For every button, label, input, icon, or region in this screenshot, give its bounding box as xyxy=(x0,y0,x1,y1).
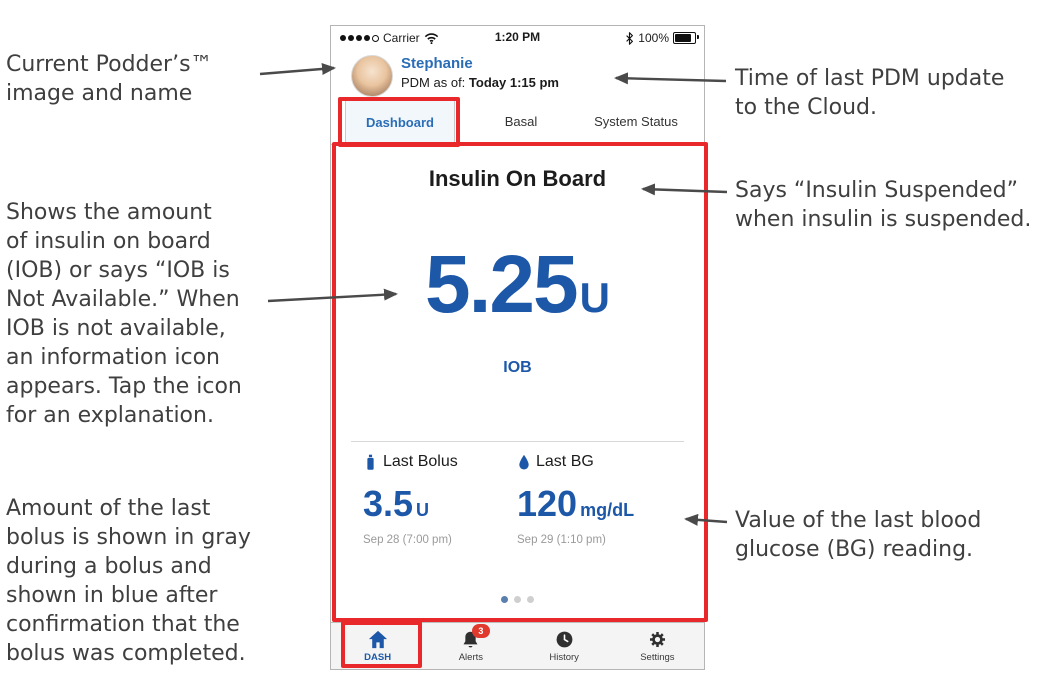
nav-dash[interactable]: DASH xyxy=(331,623,424,669)
last-bolus-label: Last Bolus xyxy=(383,453,458,470)
annotation-pdm-update: Time of last PDM update to the Cloud. xyxy=(735,66,1005,120)
annotation-last-bolus: Amount of the last bolus is shown in gra… xyxy=(6,496,251,666)
nav-history-label: History xyxy=(549,652,579,663)
gear-icon xyxy=(646,629,668,650)
nav-alerts[interactable]: 3 Alerts xyxy=(424,623,517,669)
iob-title: Insulin On Board xyxy=(428,166,607,191)
annotation-podder-image: Current Podder’s™ image and name xyxy=(6,52,213,106)
podder-name: Stephanie xyxy=(401,55,473,72)
podder-avatar xyxy=(351,55,393,97)
last-bolus-timestamp: Sep 28 (7:00 pm) xyxy=(363,534,452,546)
tab-basal[interactable]: Basal xyxy=(504,114,538,129)
pdm-app-screenshot: Carrier 1:20 PM 100% Stephanie xyxy=(330,25,708,670)
pdm-as-of-value: Today 1:15 pm xyxy=(468,75,559,90)
annotation-iob: Shows the amount of insulin on board (IO… xyxy=(6,200,242,428)
pdm-as-of-label: PDM as of: xyxy=(401,75,466,90)
alerts-badge: 3 xyxy=(471,624,490,638)
last-bolus-value: 3.5 U xyxy=(363,486,513,522)
highlight-dash-nav xyxy=(341,621,422,668)
nav-settings[interactable]: Settings xyxy=(611,623,704,669)
last-bg-number: 120 xyxy=(517,483,578,524)
page-indicator-dots xyxy=(331,596,704,603)
highlight-dashboard-content xyxy=(332,142,708,622)
tab-dashboard[interactable]: Dashboard xyxy=(345,100,455,145)
last-bg-metric: Last BG 120 mg/dL Sep 29 (1:10 pm) xyxy=(517,452,682,546)
pdm-header: Stephanie PDM as of: Today 1:15 pm xyxy=(331,50,704,100)
bell-icon: 3 xyxy=(460,624,490,650)
iob-value-number: 5.25 xyxy=(425,239,579,330)
annotation-insulin-suspended: Says “Insulin Suspended” when insulin is… xyxy=(735,178,1032,232)
battery-percent: 100% xyxy=(638,31,669,45)
bluetooth-icon xyxy=(626,31,634,45)
wifi-icon xyxy=(424,32,438,44)
clock-icon xyxy=(553,629,575,650)
nav-dash-label: DASH xyxy=(364,652,392,663)
iob-value: 5.25U xyxy=(331,244,704,326)
signal-strength-icon xyxy=(340,34,379,42)
last-bg-unit: mg/dL xyxy=(580,500,635,520)
status-time: 1:20 PM xyxy=(494,30,541,44)
iob-value-unit: U xyxy=(579,274,610,321)
nav-history[interactable]: History xyxy=(518,623,611,669)
highlight-dashboard-tab xyxy=(338,97,460,147)
nav-alerts-label: Alerts xyxy=(458,652,484,663)
last-bg-label: Last BG xyxy=(536,453,594,470)
carrier-label: Carrier xyxy=(383,31,420,45)
last-bg-value: 120 mg/dL xyxy=(517,486,682,522)
pdm-as-of: PDM as of: Today 1:15 pm xyxy=(401,75,559,90)
bottom-nav: DASH 3 Alerts xyxy=(331,622,704,669)
nav-settings-label: Settings xyxy=(640,652,675,663)
battery-icon xyxy=(673,32,699,44)
dashboard-content: Insulin On Board 5.25U IOB Last Bolus 3.… xyxy=(331,144,704,623)
last-bolus-number: 3.5 xyxy=(363,483,414,524)
last-bolus-unit: U xyxy=(416,500,430,520)
last-bg-timestamp: Sep 29 (1:10 pm) xyxy=(517,534,606,546)
content-divider xyxy=(351,441,684,442)
status-bar: Carrier 1:20 PM 100% xyxy=(331,26,704,50)
iob-label: IOB xyxy=(503,359,532,376)
home-icon xyxy=(367,629,389,650)
last-bolus-metric: Last Bolus 3.5 U Sep 28 (7:00 pm) xyxy=(363,452,513,546)
blood-droplet-icon xyxy=(519,454,529,469)
annotation-bg-value: Value of the last blood glucose (BG) rea… xyxy=(735,508,982,562)
tab-system-status[interactable]: System Status xyxy=(594,114,678,129)
insulin-vial-icon xyxy=(367,454,374,470)
